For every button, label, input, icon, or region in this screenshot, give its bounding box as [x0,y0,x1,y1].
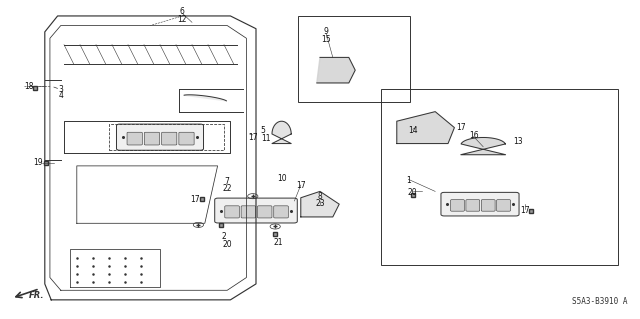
Text: S5A3-B3910 A: S5A3-B3910 A [572,297,627,306]
FancyBboxPatch shape [116,124,204,150]
Bar [381,89,618,265]
FancyBboxPatch shape [225,206,239,218]
Text: 20: 20 [408,189,418,197]
Text: 23: 23 [315,199,325,208]
Polygon shape [397,112,454,144]
Polygon shape [317,57,355,83]
Text: 17: 17 [248,133,258,142]
FancyBboxPatch shape [145,132,159,145]
FancyBboxPatch shape [481,200,495,211]
Text: 11: 11 [261,134,270,143]
Text: 19: 19 [33,158,44,167]
Text: 8: 8 [317,192,323,201]
Text: 17: 17 [296,181,306,189]
Text: 5: 5 [260,126,265,135]
Text: 1: 1 [406,176,411,185]
Text: 15: 15 [321,35,332,44]
FancyBboxPatch shape [241,206,255,218]
Text: 10: 10 [276,174,287,183]
FancyBboxPatch shape [161,132,177,145]
Text: 6: 6 [180,7,185,16]
Text: 18: 18 [24,82,33,91]
Text: 20: 20 [222,240,232,249]
Text: 7: 7 [225,177,230,186]
Polygon shape [184,95,227,101]
FancyBboxPatch shape [441,192,519,216]
Text: 13: 13 [513,137,524,146]
Text: 9: 9 [324,27,329,36]
FancyBboxPatch shape [179,132,194,145]
Text: 17: 17 [520,206,530,215]
Text: 2: 2 [221,232,227,241]
Text: 21: 21 [274,238,283,247]
FancyBboxPatch shape [451,200,465,211]
Text: 17: 17 [190,195,200,204]
Text: FR.: FR. [29,291,44,300]
FancyBboxPatch shape [497,200,511,211]
Text: 12: 12 [178,15,187,24]
FancyBboxPatch shape [257,206,272,218]
Text: 14: 14 [408,126,418,135]
Text: 17: 17 [456,123,466,132]
Polygon shape [461,137,506,155]
Polygon shape [301,191,339,217]
Polygon shape [272,121,291,144]
Text: 3: 3 [58,85,63,94]
Text: 4: 4 [58,91,63,100]
FancyBboxPatch shape [215,198,298,223]
FancyBboxPatch shape [274,206,288,218]
Text: 16: 16 [468,131,479,140]
FancyBboxPatch shape [127,132,142,145]
Bar [298,16,410,102]
FancyBboxPatch shape [466,200,480,211]
Text: 22: 22 [223,184,232,193]
